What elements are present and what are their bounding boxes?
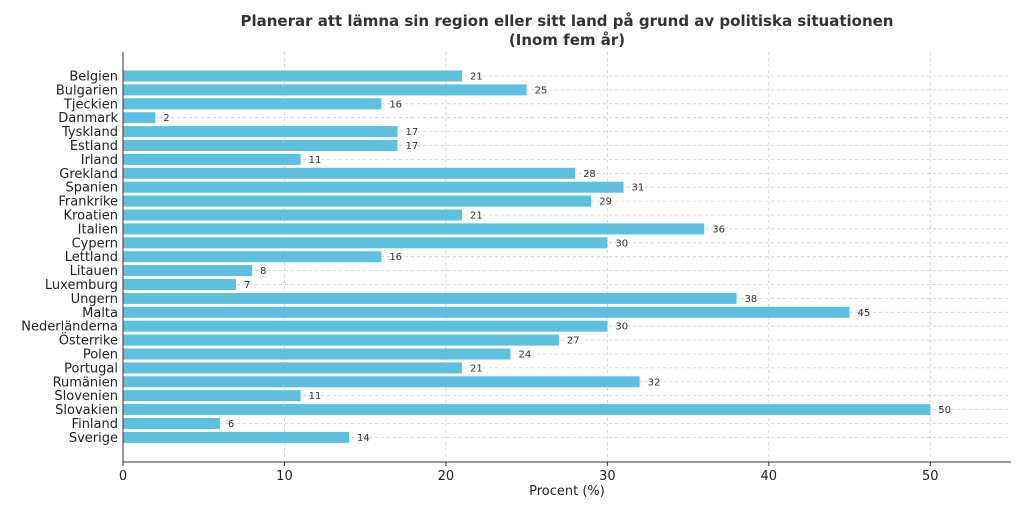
data-label: 21 (470, 363, 483, 374)
data-label: 25 (535, 85, 548, 96)
bar-layer: 21 25 16 2 17 17 11 28 31 29 21 36 30 16 87 38 45 30 27 24 2… (123, 70, 951, 444)
category-label: Nederländerna (21, 320, 118, 335)
data-label: 27 (567, 336, 580, 347)
category-label: Frankrike (58, 195, 118, 210)
bar (123, 390, 301, 402)
data-label: 21 (470, 211, 483, 222)
bar (123, 306, 850, 318)
chart-title: Planerar att lämna sin region eller sitt… (241, 12, 894, 30)
category-label: Spanien (65, 181, 118, 196)
bar (123, 153, 301, 165)
x-axis-label: Procent (%) (529, 484, 605, 499)
x-tick-label: 40 (761, 469, 778, 484)
data-label: 17 (405, 141, 418, 152)
x-tick-label: 10 (276, 469, 293, 484)
category-label: Estland (70, 139, 118, 154)
bar (123, 279, 237, 290)
x-tick-label: 20 (438, 469, 455, 484)
bar (123, 140, 398, 151)
bar (123, 181, 624, 193)
x-tick-label: 50 (922, 469, 939, 484)
bar (123, 70, 463, 82)
data-label: 17 (405, 127, 418, 138)
category-label: Bulgarien (56, 83, 118, 98)
data-label: 28 (583, 169, 596, 180)
category-label: Irland (81, 153, 118, 168)
category-label: Danmark (58, 111, 118, 126)
data-label: 30 (615, 238, 628, 249)
category-label: Ungern (71, 292, 118, 307)
bar (123, 84, 527, 96)
bar (123, 431, 350, 443)
category-label: Italien (78, 222, 118, 237)
data-label: 11 (309, 155, 322, 166)
bar (123, 292, 737, 304)
bar (123, 376, 640, 388)
category-label: Polen (83, 348, 118, 363)
x-tick-label: 30 (599, 469, 616, 484)
bar (123, 251, 382, 263)
category-label: Litauen (70, 264, 118, 279)
category-label: Rumänien (53, 375, 118, 390)
category-label: Malta (82, 306, 118, 321)
data-label: 8 (260, 266, 266, 277)
category-label: Finland (72, 417, 118, 432)
bar (123, 334, 559, 346)
category-label: Tjeckien (63, 97, 118, 112)
grid-layer (123, 52, 1011, 462)
category-label: Belgien (69, 70, 118, 85)
category-label: Österrike (59, 332, 118, 349)
data-label: 14 (357, 433, 370, 444)
category-label: Sverige (69, 431, 118, 446)
data-label: 36 (712, 224, 725, 235)
data-label: 16 (389, 99, 402, 110)
bar (123, 348, 511, 360)
category-label: Kroatien (64, 209, 118, 224)
data-label: 29 (599, 197, 612, 208)
category-label: Tyskland (61, 125, 118, 140)
data-label: 50 (938, 405, 951, 416)
data-label: 45 (858, 308, 871, 319)
bar (123, 126, 398, 138)
bar (123, 112, 156, 124)
bar (123, 195, 592, 207)
category-label: Luxemburg (45, 278, 118, 293)
bar (123, 167, 576, 179)
bar (123, 320, 608, 332)
category-label: Cypern (72, 236, 118, 251)
category-label: Portugal (64, 361, 118, 376)
data-label: 38 (745, 294, 758, 305)
axis-layer: BelgienBulgarienTjeckienDanmarkTysklandE… (21, 52, 1011, 484)
data-label: 21 (470, 72, 483, 83)
x-tick-label: 0 (119, 469, 127, 484)
data-label: 2 (163, 113, 169, 124)
bar (123, 98, 382, 110)
data-label: 16 (389, 252, 402, 263)
bar (123, 265, 253, 277)
category-label: Lettland (65, 250, 118, 265)
bar (123, 404, 931, 416)
category-label: Grekland (59, 167, 118, 182)
data-label: 32 (648, 377, 661, 388)
bar (123, 223, 705, 235)
category-label: Slovakien (55, 403, 118, 418)
bar (123, 362, 463, 374)
bar (123, 237, 608, 249)
data-label: 7 (244, 280, 250, 291)
chart-subtitle: (Inom fem år) (509, 31, 625, 49)
data-label: 11 (309, 391, 322, 402)
data-label: 6 (228, 419, 234, 430)
category-label: Slovenien (54, 389, 118, 404)
data-label: 31 (632, 183, 645, 194)
bar (123, 209, 463, 221)
data-label: 24 (518, 350, 531, 361)
data-label: 30 (615, 322, 628, 333)
bar (123, 418, 220, 429)
